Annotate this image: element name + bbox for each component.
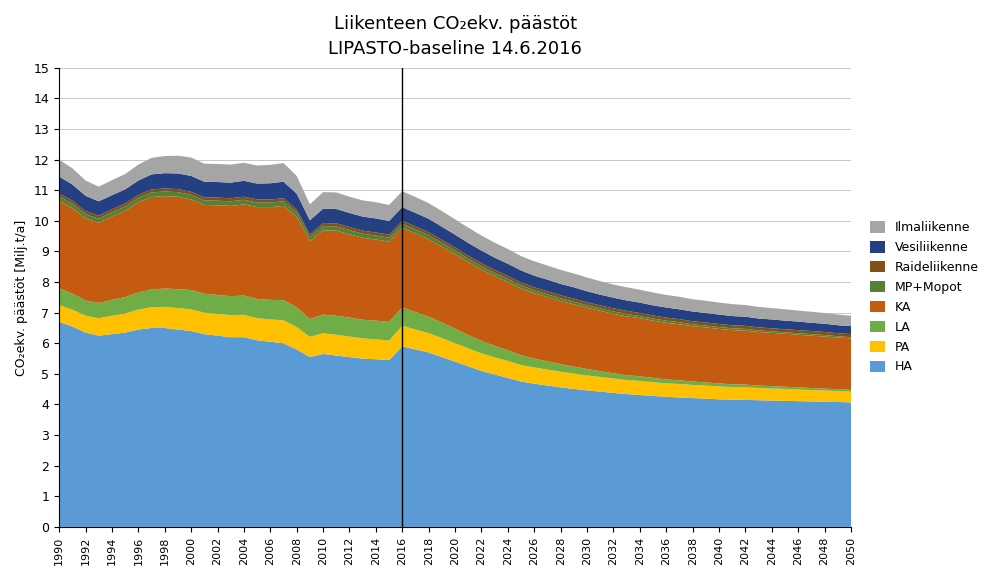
- Title: Liikenteen CO₂ekv. päästöt
LIPASTO-baseline 14.6.2016: Liikenteen CO₂ekv. päästöt LIPASTO-basel…: [328, 15, 582, 58]
- Y-axis label: CO₂ekv. päästöt [Milj.t/a]: CO₂ekv. päästöt [Milj.t/a]: [15, 219, 28, 375]
- Legend: Ilmaliikenne, Vesiliikenne, Raideliikenne, MP+Mopot, KA, LA, PA, HA: Ilmaliikenne, Vesiliikenne, Raideliikenn…: [865, 216, 984, 379]
